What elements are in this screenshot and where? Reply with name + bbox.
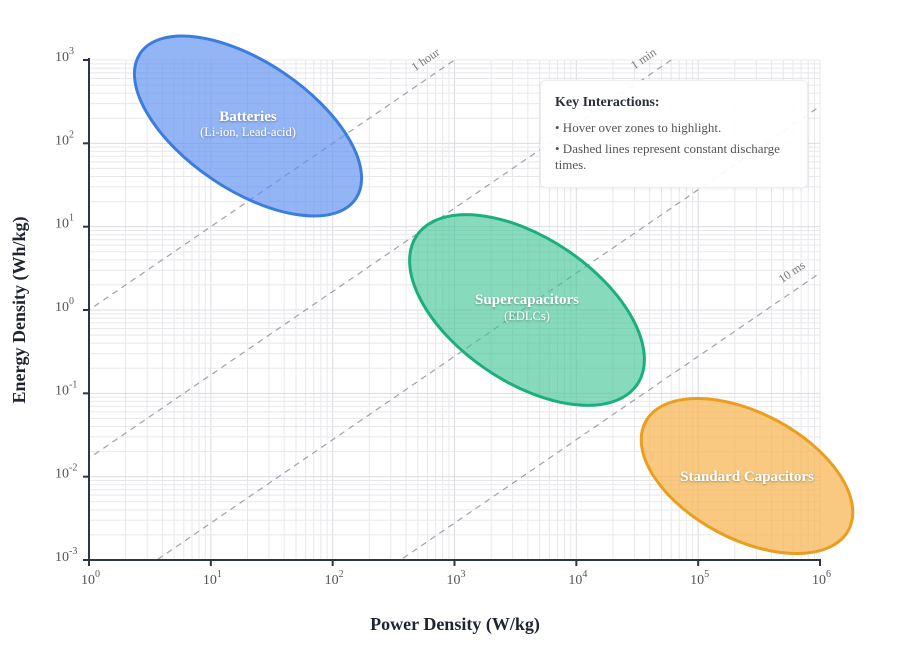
x-axis-ticks: 100 101 102 103 104 105 106: [81, 560, 831, 588]
zone-sublabel-batteries: (Li-ion, Lead-acid): [200, 125, 296, 139]
y-axis-ticks: 103 102 101 100 10-1 10-2 10-3: [55, 46, 89, 565]
x-tick-label: 104: [568, 569, 587, 588]
x-tick-label: 102: [325, 569, 344, 588]
zone-supercapacitors[interactable]: Supercapacitors (EDLCs): [376, 176, 677, 444]
y-tick-label: 10-3: [55, 546, 77, 565]
y-tick-label: 103: [55, 46, 74, 65]
zone-standard-capacitors[interactable]: Standard Capacitors: [616, 366, 878, 585]
info-box-title: Key Interactions:: [555, 95, 660, 110]
zone-batteries[interactable]: Batteries (Li-ion, Lead-acid): [104, 0, 391, 252]
key-interactions-box: Key Interactions: • Hover over zones to …: [540, 80, 808, 188]
info-item-dashed-lines: • Dashed lines represent constant discha…: [555, 141, 780, 172]
y-tick-label: 100: [55, 296, 74, 315]
x-tick-label: 103: [447, 569, 466, 588]
batteries-ellipse[interactable]: [104, 0, 391, 252]
supercapacitors-ellipse[interactable]: [376, 176, 677, 444]
x-tick-label: 106: [812, 569, 831, 588]
x-tick-label: 100: [81, 569, 100, 588]
discharge-line-label: 1 hour: [409, 45, 442, 74]
x-tick-label: 105: [690, 569, 709, 588]
x-axis-title: Power Density (W/kg): [370, 614, 540, 635]
discharge-line-label: 10 ms: [776, 258, 808, 286]
x-tick-label: 101: [203, 569, 222, 588]
zone-label-batteries: Batteries: [219, 109, 277, 125]
y-tick-label: 10-1: [55, 379, 77, 398]
zone-label-standard-capacitors: Standard Capacitors: [680, 469, 814, 485]
y-tick-label: 102: [55, 129, 74, 148]
y-tick-label: 101: [55, 213, 74, 232]
info-item-hover: • Hover over zones to highlight.: [555, 120, 722, 135]
y-tick-label: 10-2: [55, 463, 77, 482]
discharge-line-3: [399, 272, 820, 560]
standard-capacitors-ellipse[interactable]: [616, 366, 878, 585]
zone-sublabel-supercapacitors: (EDLCs): [504, 309, 550, 323]
zone-label-supercapacitors: Supercapacitors: [475, 292, 579, 308]
y-axis-title: Energy Density (Wh/kg): [9, 216, 30, 403]
